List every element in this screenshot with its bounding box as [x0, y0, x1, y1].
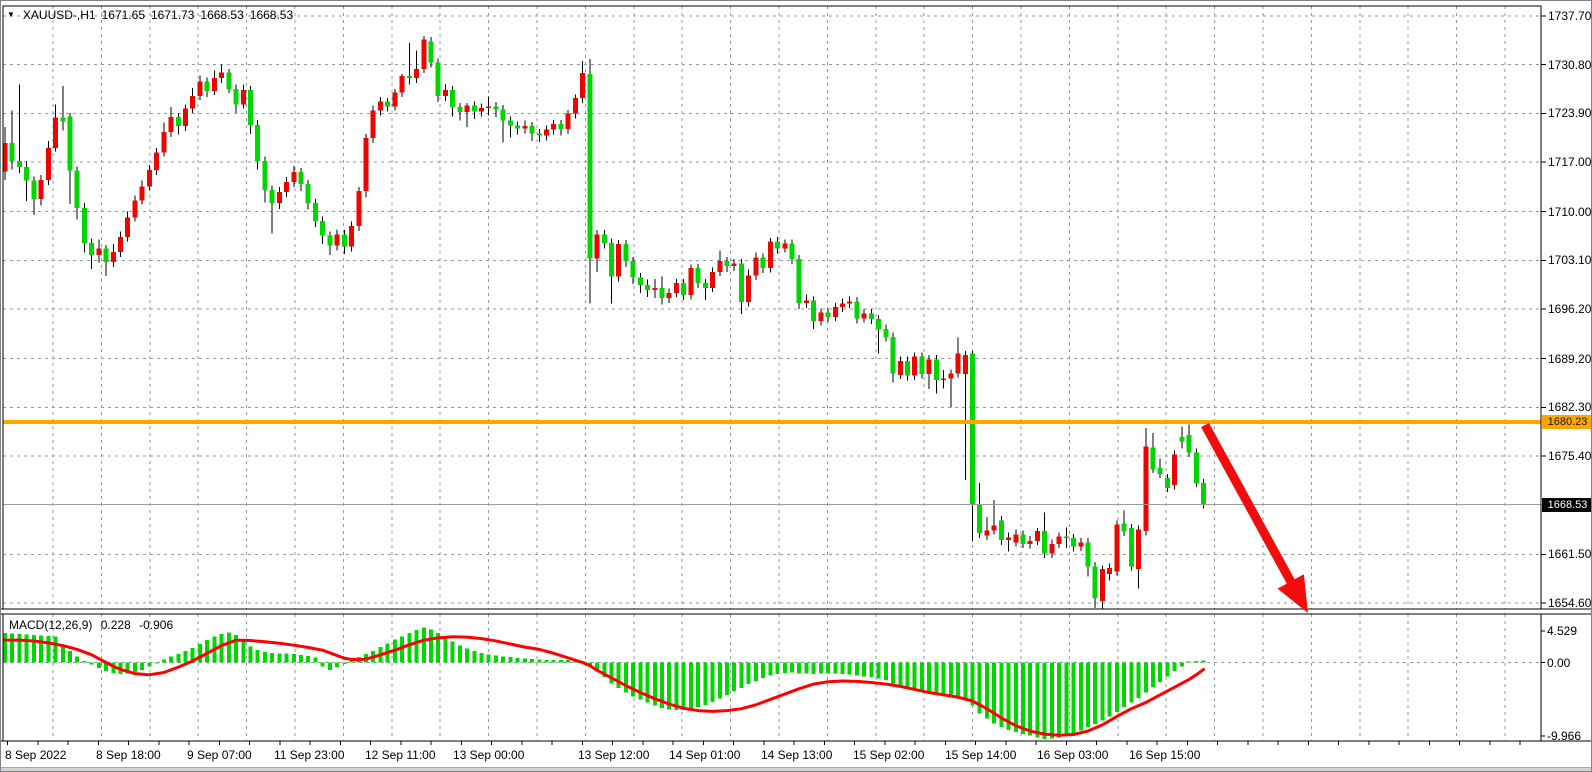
time-axis-label: 8 Sep 18:00 [96, 748, 161, 762]
macd-axis-label: 0.00 [1547, 655, 1571, 670]
time-axis-label: 15 Sep 14:00 [945, 748, 1017, 762]
price-axis-label: 1717.00 [1548, 155, 1592, 170]
macd-indicator-label: MACD(12,26,9) 0.228 -0.906 [9, 618, 178, 632]
ohlc-close: 1668.53 [249, 8, 294, 22]
time-axis-label: 11 Sep 23:00 [274, 748, 345, 762]
price-axis-label: 1737.70 [1548, 9, 1592, 23]
price-axis-label: 1682.30 [1548, 400, 1592, 415]
bid-price-badge: 1668.53 [1542, 497, 1591, 512]
ohlc-low: 1668.53 [200, 8, 244, 22]
axis-ticks [7, 15, 1546, 745]
macd-signal-value: -0.906 [139, 618, 174, 632]
chevron-down-icon[interactable]: ▼ [7, 10, 15, 19]
time-axis-label: 14 Sep 13:00 [761, 748, 833, 762]
macd-value: 0.228 [100, 618, 131, 632]
time-axis-label: 12 Sep 11:00 [365, 748, 436, 762]
price-axis-label: 1689.20 [1548, 351, 1592, 366]
candlesticks [2, 35, 1207, 609]
panel-borders [1, 5, 1591, 742]
hline-price-badge: 1680.23 [1542, 415, 1591, 430]
price-axis-label: 1675.40 [1548, 449, 1592, 464]
trend-arrow-shaft [1201, 422, 1297, 588]
time-axis-label: 15 Sep 02:00 [853, 748, 925, 762]
time-axis-label: 9 Sep 07:00 [187, 748, 252, 762]
time-axis-label: 16 Sep 15:00 [1129, 748, 1201, 762]
price-axis-label: 1654.60 [1548, 596, 1592, 611]
price-axis-label: 1703.10 [1548, 253, 1592, 268]
ohlc-high: 1671.73 [151, 8, 195, 22]
macd-histogram [3, 627, 1206, 740]
time-axis-label: 13 Sep 00:00 [453, 748, 525, 762]
time-axis-label: 14 Sep 01:00 [669, 748, 741, 762]
price-axis-label: 1710.00 [1548, 204, 1592, 219]
macd-axis-label: -9.966 [1547, 729, 1582, 743]
price-axis-label: 1730.80 [1548, 57, 1592, 72]
time-axis-label: 13 Sep 12:00 [578, 748, 650, 762]
price-axis-label: 1696.20 [1548, 302, 1592, 317]
trend-arrow-head [1277, 574, 1308, 613]
window-bottom-edge [1, 767, 1591, 771]
price-axis-label: 1661.50 [1548, 547, 1592, 562]
symbol-label: XAUUSD-,H1 [22, 8, 96, 22]
ohlc-open: 1671.65 [101, 8, 145, 22]
macd-name: MACD(12,26,9) [9, 618, 93, 632]
macd-signal-line [3, 635, 1206, 737]
symbol-ohlc-line[interactable]: ▼ XAUUSD-,H1 1671.65 1671.73 1668.53 166… [7, 8, 293, 22]
time-axis-label: 16 Sep 03:00 [1037, 748, 1109, 762]
macd-axis-label: 4.529 [1547, 624, 1578, 638]
time-axis-label: 8 Sep 2022 [5, 748, 67, 762]
price-axis-label: 1723.90 [1548, 106, 1592, 121]
